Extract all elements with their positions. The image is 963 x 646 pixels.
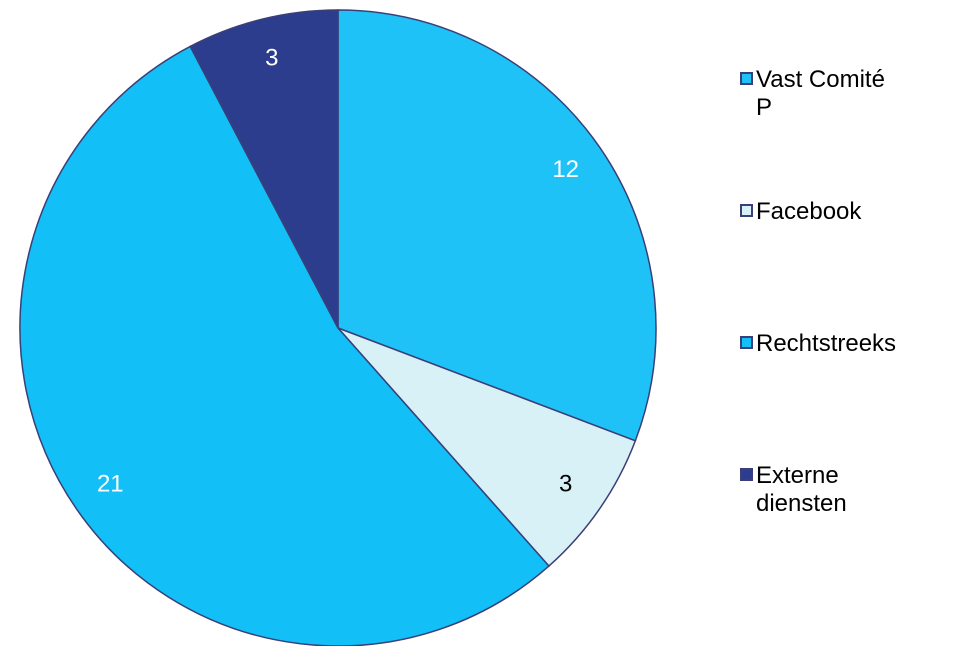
legend-entry: Externe diensten — [740, 462, 955, 518]
legend-label: Externe diensten — [756, 462, 847, 517]
legend-entry: Facebook — [740, 198, 955, 226]
legend-entry: Vast Comité P — [740, 66, 955, 122]
data-label: 21 — [97, 471, 124, 498]
data-label: 3 — [265, 45, 278, 72]
legend-swatch — [740, 468, 753, 481]
legend-label: Vast Comité P — [756, 66, 885, 121]
legend-swatch — [740, 72, 753, 85]
legend-swatch — [740, 336, 753, 349]
data-label: 12 — [552, 156, 579, 183]
legend-label: Facebook — [756, 198, 862, 225]
pie-slice — [337, 327, 637, 568]
pie-slice — [337, 9, 657, 442]
legend-swatch — [740, 204, 753, 217]
pie-slice — [189, 9, 339, 329]
pie-slice — [19, 45, 550, 646]
legend-label: Rechtstreeks — [756, 330, 897, 357]
legend-entry: Rechtstreeks — [740, 330, 955, 358]
data-label: 3 — [559, 471, 572, 498]
